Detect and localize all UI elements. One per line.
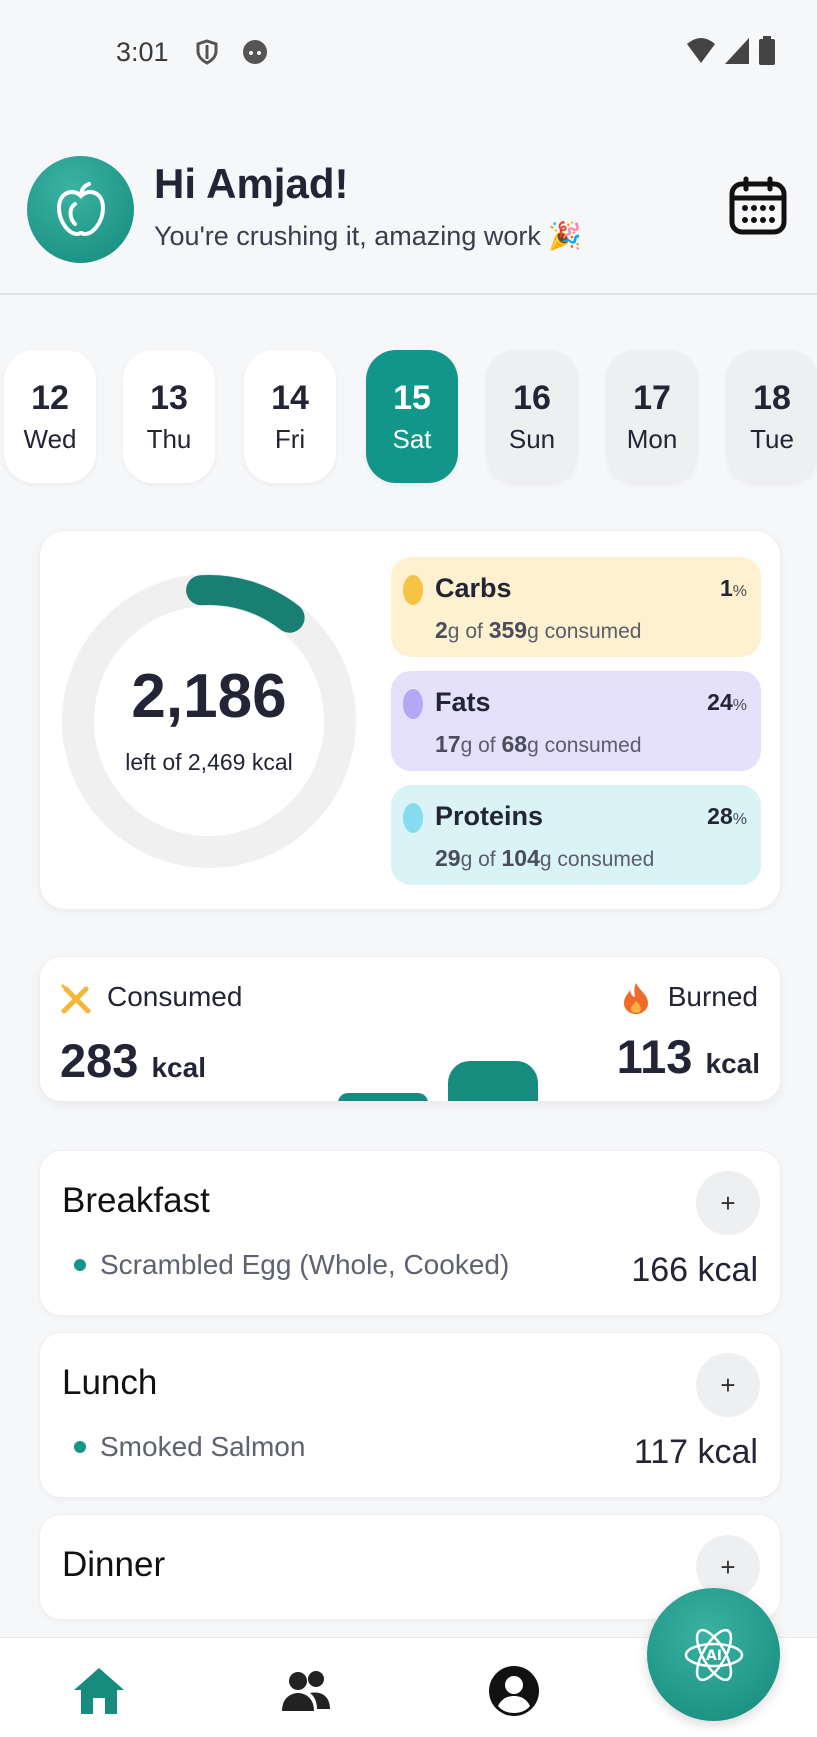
calorie-summary-card: 2,186 left of 2,469 kcal Carbs 1% 2g of … xyxy=(39,530,781,910)
meal-card-dinner[interactable]: Dinner + xyxy=(39,1514,781,1620)
status-right xyxy=(685,36,777,66)
burned-bar xyxy=(448,1061,538,1101)
add-lunch-button[interactable]: + xyxy=(696,1353,760,1417)
macro-percent: 24% xyxy=(707,689,747,715)
carbs-dot-icon xyxy=(403,575,423,605)
day-chip-15-selected[interactable]: 15 Sat xyxy=(366,350,458,483)
day-number: 17 xyxy=(633,378,671,417)
svg-text:AI: AI xyxy=(705,1648,721,1664)
day-chip-18[interactable]: 18 Tue xyxy=(726,350,817,483)
day-chip-16[interactable]: 16 Sun xyxy=(486,350,578,483)
consumed-label: Consumed xyxy=(107,981,243,1012)
day-number: 15 xyxy=(393,378,431,417)
ai-atom-icon: AI xyxy=(684,1628,743,1681)
day-chip-12[interactable]: 12 Wed xyxy=(4,350,96,483)
day-number: 14 xyxy=(271,378,309,417)
calorie-ring xyxy=(62,574,356,868)
community-icon xyxy=(282,1671,330,1711)
day-name: Thu xyxy=(146,423,192,454)
macro-detail: 2g of 359g consumed xyxy=(435,617,642,643)
home-icon xyxy=(74,1668,124,1714)
day-selector: 12 Wed 13 Thu 14 Fri 15 Sat 16 Sun 17 Mo… xyxy=(4,350,817,484)
add-breakfast-button[interactable]: + xyxy=(696,1171,760,1235)
shield-icon xyxy=(196,39,218,65)
burned-label: Burned xyxy=(667,981,758,1012)
app-logo xyxy=(27,156,134,263)
macro-card-fats[interactable]: Fats 24% 17g of 68g consumed xyxy=(391,671,761,771)
day-name: Mon xyxy=(626,423,678,454)
meal-title: Dinner xyxy=(62,1545,166,1584)
calendar-icon[interactable] xyxy=(728,176,788,236)
fork-knife-icon xyxy=(60,983,91,1014)
greeting-title: Hi Amjad! xyxy=(154,160,349,207)
wifi-icon xyxy=(687,38,715,63)
macro-name: Fats xyxy=(435,687,491,717)
calories-remaining-label: left of 2,469 kcal xyxy=(125,749,293,775)
macro-name: Proteins xyxy=(435,801,544,831)
macro-detail: 17g of 68g consumed xyxy=(435,731,642,757)
meal-title: Lunch xyxy=(62,1363,158,1402)
battery-icon xyxy=(759,36,775,65)
bullet-dot-icon xyxy=(74,1259,86,1271)
meal-item-kcal: 166 kcal xyxy=(631,1251,758,1289)
bullet-dot-icon xyxy=(74,1441,86,1453)
meal-title: Breakfast xyxy=(62,1181,210,1220)
macro-card-proteins[interactable]: Proteins 28% 29g of 104g consumed xyxy=(391,785,761,885)
status-time: 3:01 xyxy=(116,36,169,67)
nav-community[interactable] xyxy=(276,1663,336,1719)
profile-icon xyxy=(489,1666,539,1716)
day-name: Sat xyxy=(392,423,432,454)
macro-name: Carbs xyxy=(435,573,512,603)
calorie-ring-progress xyxy=(186,574,305,633)
day-name: Fri xyxy=(274,423,306,454)
energy-card[interactable]: Consumed 283 kcal Burned 113 kcal xyxy=(39,956,781,1102)
day-name: Tue xyxy=(750,423,794,454)
day-chip-14[interactable]: 14 Fri xyxy=(244,350,336,483)
nav-profile[interactable] xyxy=(484,1663,544,1719)
day-name: Sun xyxy=(508,423,556,454)
meal-item[interactable]: Scrambled Egg (Whole, Cooked) xyxy=(74,1249,509,1281)
consumed-bar xyxy=(338,1093,428,1101)
apple-logo-icon xyxy=(56,181,105,236)
macro-percent: 28% xyxy=(707,803,747,829)
meal-item-kcal: 117 kcal xyxy=(633,1433,758,1471)
meal-card-breakfast[interactable]: Breakfast + Scrambled Egg (Whole, Cooked… xyxy=(39,1150,781,1316)
consumed-value: 283 kcal xyxy=(60,1034,206,1087)
header: Hi Amjad! You're crushing it, amazing wo… xyxy=(0,150,817,295)
meal-item[interactable]: Smoked Salmon xyxy=(74,1431,305,1463)
day-number: 13 xyxy=(150,378,188,417)
macro-percent: 1% xyxy=(719,575,747,601)
day-name: Wed xyxy=(23,423,77,454)
greeting-subtitle: You're crushing it, amazing work 🎉 xyxy=(154,221,582,251)
face-icon xyxy=(242,40,267,64)
nav-home[interactable] xyxy=(69,1663,129,1719)
day-number: 18 xyxy=(753,378,791,417)
burned-value: 113 kcal xyxy=(616,1030,760,1083)
macro-card-carbs[interactable]: Carbs 1% 2g of 359g consumed xyxy=(391,557,761,657)
status-bar: 3:01 xyxy=(0,0,817,104)
calories-remaining: 2,186 xyxy=(131,662,287,731)
flame-icon xyxy=(624,983,648,1014)
proteins-dot-icon xyxy=(403,803,423,833)
meal-card-lunch[interactable]: Lunch + Smoked Salmon 117 kcal xyxy=(39,1332,781,1498)
day-chip-13[interactable]: 13 Thu xyxy=(123,350,215,483)
fats-dot-icon xyxy=(403,689,423,719)
signal-icon xyxy=(725,38,749,64)
day-number: 12 xyxy=(31,378,69,417)
day-number: 16 xyxy=(513,378,551,417)
ai-assistant-button[interactable]: AI xyxy=(647,1588,780,1721)
day-chip-17[interactable]: 17 Mon xyxy=(606,350,698,483)
macro-detail: 29g of 104g consumed xyxy=(435,845,655,871)
